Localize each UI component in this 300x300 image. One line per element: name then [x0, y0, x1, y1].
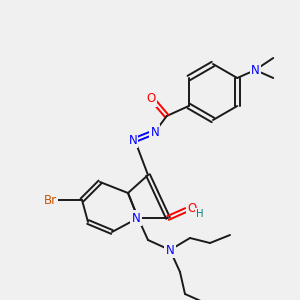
Text: N: N	[128, 134, 137, 146]
Text: Br: Br	[44, 194, 57, 206]
Text: N: N	[150, 125, 159, 139]
Text: H: H	[196, 209, 204, 219]
Text: O: O	[146, 92, 155, 106]
Text: N: N	[251, 64, 260, 76]
Text: N: N	[166, 244, 174, 256]
Text: O: O	[188, 202, 196, 214]
Text: N: N	[132, 212, 140, 224]
